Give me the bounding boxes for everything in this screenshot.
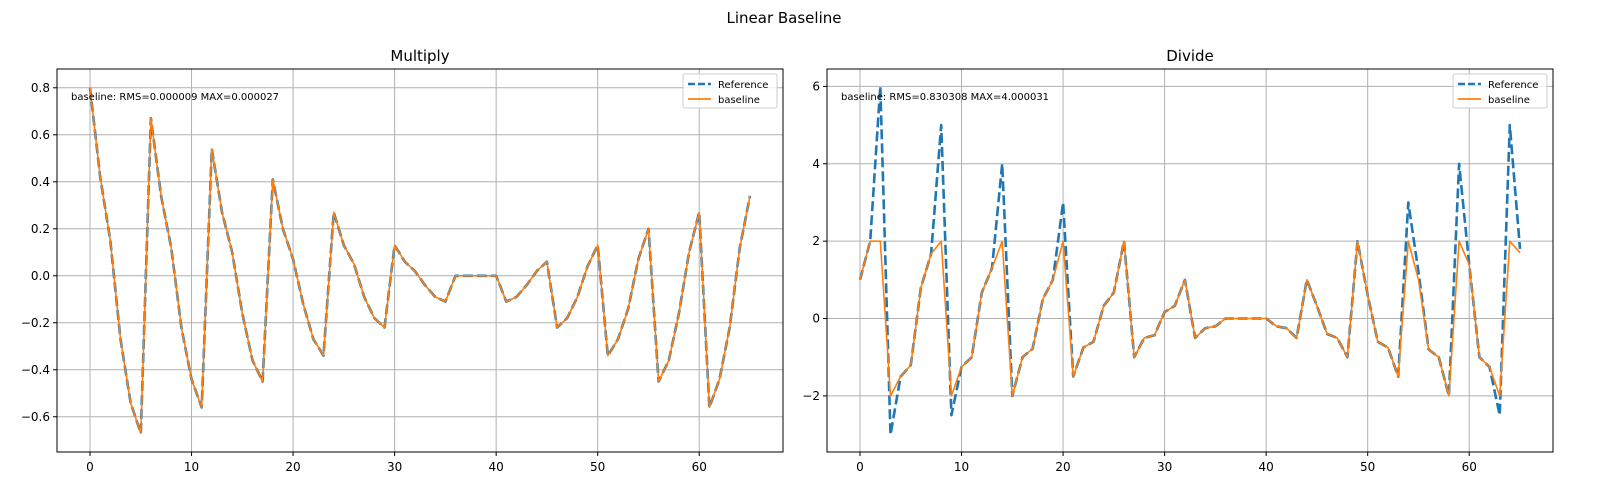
x-tick-label: 0 — [856, 460, 864, 474]
x-tick-label: 50 — [1360, 460, 1375, 474]
legend-label-baseline: baseline — [718, 95, 760, 106]
y-tick-label: 6 — [812, 79, 820, 93]
axes-frame — [826, 68, 1554, 453]
axes-frame — [56, 68, 784, 453]
legend-label-reference: Reference — [718, 80, 768, 91]
y-tick-label: 0.2 — [31, 222, 50, 236]
stats-annotation: baseline: RMS=0.830308 MAX=4.000031 — [841, 92, 1049, 103]
legend-label-reference: Reference — [1488, 80, 1538, 91]
y-tick-label: −2 — [802, 389, 820, 403]
legend: Reference baseline — [1452, 73, 1548, 109]
stats-annotation: baseline: RMS=0.000009 MAX=0.000027 — [71, 92, 279, 103]
x-tick-label: 10 — [184, 460, 199, 474]
y-tick-label: −0.4 — [21, 363, 50, 377]
y-tick-label: −0.2 — [21, 316, 50, 330]
y-tick-label: 4 — [812, 157, 820, 171]
x-tick-label: 30 — [387, 460, 402, 474]
legend: Reference baseline — [682, 73, 778, 109]
y-tick-label: 0 — [812, 312, 820, 326]
subplot-title: Divide — [1166, 47, 1214, 65]
x-tick-label: 60 — [692, 460, 707, 474]
x-tick-label: 60 — [1462, 460, 1477, 474]
x-tick-label: 10 — [954, 460, 969, 474]
baseline-line — [859, 240, 1521, 397]
y-tick-label: −0.6 — [21, 410, 50, 424]
y-tick-label: 2 — [812, 234, 820, 248]
x-tick-label: 0 — [86, 460, 94, 474]
y-tick-label: 0.6 — [31, 128, 50, 142]
legend-label-baseline: baseline — [1488, 95, 1530, 106]
x-tick-label: 40 — [1259, 460, 1274, 474]
x-tick-label: 30 — [1157, 460, 1172, 474]
multiply-subplot: Multiply 0 10 20 30 40 50 60 −0.6 −0.4 −0.2 0.0 0.2 0… — [21, 47, 784, 474]
baseline-line — [89, 87, 751, 435]
x-tick-label: 40 — [489, 460, 504, 474]
x-tick-label: 20 — [285, 460, 300, 474]
x-tick-label: 20 — [1055, 460, 1070, 474]
y-tick-label: 0.4 — [31, 175, 50, 189]
y-tick-label: 0.0 — [31, 269, 50, 283]
subplot-title: Multiply — [390, 47, 449, 65]
figure-title: Linear Baseline — [727, 9, 842, 27]
divide-subplot: Divide 0 10 20 30 40 50 60 −2 0 2 4 6 baseline: RMS=0… — [802, 47, 1554, 474]
y-tick-label: 0.8 — [31, 81, 50, 95]
x-tick-label: 50 — [590, 460, 605, 474]
